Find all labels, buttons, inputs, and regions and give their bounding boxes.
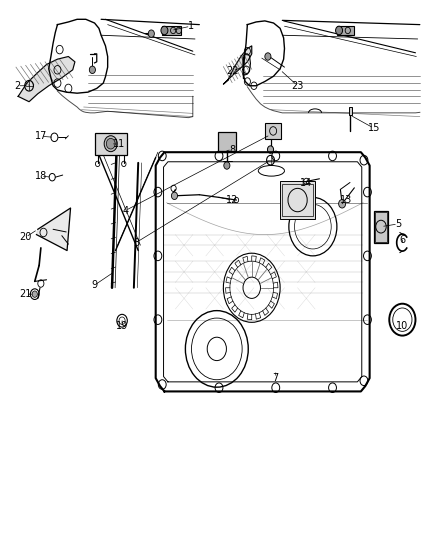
Text: 7: 7: [272, 373, 279, 383]
Text: 22: 22: [226, 66, 238, 76]
Circle shape: [106, 139, 115, 149]
Bar: [95, 133, 127, 155]
Bar: [374, 211, 388, 243]
Bar: [349, 107, 352, 115]
Circle shape: [224, 162, 230, 169]
Polygon shape: [18, 56, 75, 102]
Text: 3: 3: [133, 238, 139, 247]
Circle shape: [171, 192, 177, 199]
Text: 12: 12: [226, 195, 238, 205]
Polygon shape: [223, 46, 252, 84]
Bar: [375, 212, 387, 241]
Circle shape: [339, 199, 346, 208]
Bar: [162, 26, 180, 35]
Text: 8: 8: [229, 144, 235, 155]
Text: 18: 18: [35, 171, 47, 181]
Circle shape: [161, 26, 168, 35]
Text: 20: 20: [19, 232, 32, 243]
Bar: [280, 181, 315, 219]
Text: 1: 1: [187, 21, 194, 31]
Text: 17: 17: [35, 131, 47, 141]
Bar: [283, 184, 313, 216]
Text: 6: 6: [399, 235, 406, 245]
Circle shape: [268, 146, 274, 154]
Text: 19: 19: [116, 321, 128, 331]
Text: 10: 10: [396, 321, 409, 331]
Text: 5: 5: [395, 219, 401, 229]
Bar: [265, 123, 282, 139]
Text: 23: 23: [291, 81, 304, 91]
Text: 9: 9: [92, 280, 98, 290]
Bar: [218, 132, 236, 151]
Text: 2: 2: [14, 81, 21, 91]
Circle shape: [148, 30, 154, 37]
Text: 14: 14: [300, 177, 312, 188]
Text: 15: 15: [368, 123, 380, 133]
Circle shape: [336, 26, 343, 35]
Circle shape: [89, 66, 95, 74]
Text: 21: 21: [19, 289, 32, 299]
Polygon shape: [36, 208, 71, 251]
Circle shape: [265, 53, 271, 60]
Bar: [337, 26, 354, 35]
Circle shape: [104, 136, 117, 152]
Text: 11: 11: [113, 139, 125, 149]
Text: 13: 13: [339, 195, 352, 205]
Text: 4: 4: [122, 206, 128, 216]
Circle shape: [32, 291, 37, 297]
